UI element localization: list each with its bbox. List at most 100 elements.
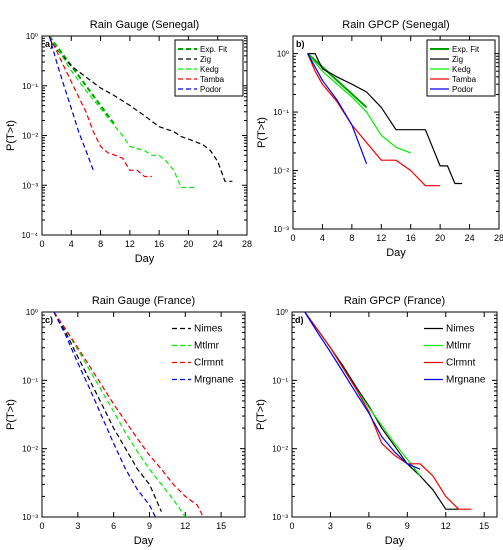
legend-label: Podor xyxy=(200,85,222,94)
x-axis-label: Day xyxy=(386,247,406,259)
x-tick-label: 12 xyxy=(125,239,135,249)
panel-letter: c) xyxy=(45,315,53,325)
x-tick-label: 28 xyxy=(242,239,252,249)
y-tick-label: 10⁻¹ xyxy=(273,108,289,117)
x-tick-label: 6 xyxy=(111,521,116,531)
x-tick-label: 8 xyxy=(349,233,354,243)
x-tick-label: 12 xyxy=(441,521,451,531)
legend-label: Clrmnt xyxy=(446,358,476,369)
chart-panel-1: Rain Gauge (Senegal) a) 0 4 8 12 16 20 24 28 10⁰ 10… xyxy=(5,19,252,265)
y-tick-label: 10⁻³ xyxy=(272,513,288,522)
x-tick-label: 0 xyxy=(289,521,294,531)
legend-label: Mtlmr xyxy=(194,341,220,352)
chart-title: Rain Gauge (Senegal) xyxy=(90,19,199,31)
x-tick-label: 8 xyxy=(98,239,103,249)
x-tick-label: 16 xyxy=(154,239,164,249)
x-tick-label: 9 xyxy=(147,521,152,531)
y-tick-label: 10⁻³ xyxy=(273,225,289,234)
x-tick-label: 24 xyxy=(465,233,475,243)
series-line-clrmnt xyxy=(53,311,204,518)
panel-letter: d) xyxy=(295,315,304,325)
x-axis-label: Day xyxy=(135,253,155,265)
y-tick-label: 10⁻¹ xyxy=(272,376,288,385)
chart-panel-3: Rain Gauge (France) c) 0 3 6 9 12 15 10⁰ 10⁻¹ 10⁻²… xyxy=(5,295,246,547)
chart-title: Rain Gauge (France) xyxy=(92,295,195,307)
panel-letter: b) xyxy=(296,39,305,49)
x-tick-label: 15 xyxy=(479,521,489,531)
y-axis-label: P(T>t) xyxy=(5,120,17,151)
chart-title: Rain GPCP (France) xyxy=(344,295,445,307)
y-tick-label: 10⁰ xyxy=(26,308,38,317)
y-axis-label: P(T>t) xyxy=(256,117,268,148)
chart-title: Rain GPCP (Senegal) xyxy=(342,19,449,31)
series-line-podor xyxy=(307,53,368,165)
legend-label: Mrgnane xyxy=(194,375,234,386)
x-tick-label: 4 xyxy=(320,233,325,243)
x-tick-label: 20 xyxy=(435,233,445,243)
series-line-zig xyxy=(307,52,463,185)
x-tick-label: 15 xyxy=(216,521,226,531)
x-tick-label: 16 xyxy=(406,233,416,243)
x-tick-label: 3 xyxy=(328,521,333,531)
y-tick-label: 10⁻¹ xyxy=(22,376,38,385)
x-tick-label: 12 xyxy=(180,521,190,531)
y-tick-label: 10⁻³ xyxy=(22,513,38,522)
x-tick-label: 9 xyxy=(405,521,410,531)
plot-frame xyxy=(291,311,498,518)
plot-frame xyxy=(41,311,246,518)
y-tick-label: 10⁻² xyxy=(273,167,289,176)
x-tick-label: 6 xyxy=(366,521,371,531)
series-line-mrgnane xyxy=(304,311,421,470)
plot-frame xyxy=(292,35,500,230)
y-tick-label: 10⁻⁴ xyxy=(21,231,38,240)
chart-panel-2: Rain GPCP (Senegal) b) 0 4 8 12 16 20 24 28 10⁰ 10⁻… xyxy=(256,19,503,259)
legend-label: Nimes xyxy=(446,324,474,335)
y-axis-label: P(T>t) xyxy=(5,399,17,430)
x-tick-label: 28 xyxy=(494,233,503,243)
panel-letter: a) xyxy=(45,39,53,49)
x-axis-label: Day xyxy=(385,535,405,547)
x-tick-label: 0 xyxy=(39,521,44,531)
legend: Nimes Mtlmr Clrmnt Mrgnane xyxy=(172,324,234,386)
chart-panel-4: Rain GPCP (France) d) 0 3 6 9 12 15 10⁰ 10⁻¹ 10⁻² 1… xyxy=(255,295,498,547)
legend-label: Tamba xyxy=(200,75,225,84)
series-line-tamba xyxy=(307,53,441,187)
x-axis-label: Day xyxy=(134,535,154,547)
legend-label: Mrgnane xyxy=(446,375,486,386)
y-tick-label: 10⁻² xyxy=(22,132,38,141)
legend-label: Clrmnt xyxy=(194,358,224,369)
y-tick-label: 10⁻³ xyxy=(22,181,38,190)
y-tick-label: 10⁰ xyxy=(26,32,38,41)
x-tick-label: 4 xyxy=(69,239,74,249)
y-axis-label: P(T>t) xyxy=(255,399,267,430)
legend-label: Tamba xyxy=(452,75,477,84)
legend-label: Podor xyxy=(452,85,474,94)
x-tick-label: 0 xyxy=(290,233,295,243)
y-tick-label: 10⁻¹ xyxy=(22,82,38,91)
legend-label: Kedg xyxy=(452,65,471,74)
legend-label: Exp. Fit xyxy=(200,45,228,54)
series-line-exp-fit xyxy=(48,35,117,126)
legend: Nimes Mtlmr Clrmnt Mrgnane xyxy=(424,324,486,386)
legend-label: Zig xyxy=(452,55,463,64)
x-tick-label: 0 xyxy=(39,239,44,249)
series-line-exp-fit xyxy=(307,52,368,109)
series-line-podor xyxy=(48,35,94,171)
series-line-zig xyxy=(48,35,233,182)
legend-label: Mtlmr xyxy=(446,341,472,352)
y-tick-label: 10⁰ xyxy=(277,50,289,59)
series-line-mtlmr xyxy=(53,311,186,518)
y-tick-label: 10⁰ xyxy=(276,308,288,317)
y-tick-label: 10⁻² xyxy=(272,445,288,454)
x-tick-label: 3 xyxy=(75,521,80,531)
legend-label: Nimes xyxy=(194,324,222,335)
y-tick-label: 10⁻² xyxy=(22,445,38,454)
x-tick-label: 24 xyxy=(213,239,223,249)
x-tick-label: 12 xyxy=(376,233,386,243)
legend-label: Kedg xyxy=(200,65,219,74)
series-line-tamba xyxy=(48,35,152,178)
legend-label: Exp. Fit xyxy=(452,45,480,54)
